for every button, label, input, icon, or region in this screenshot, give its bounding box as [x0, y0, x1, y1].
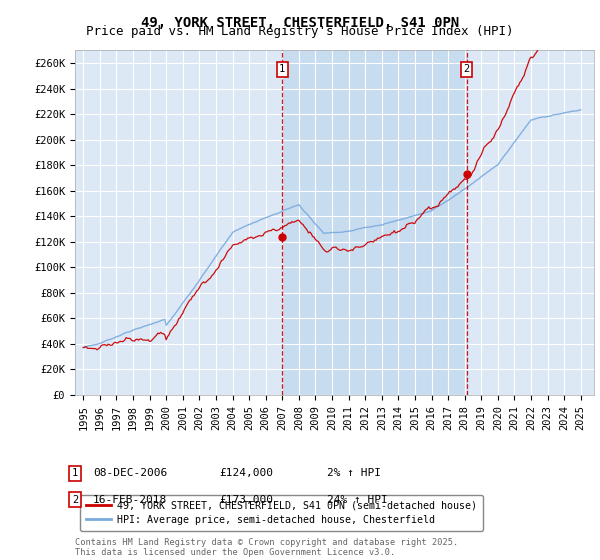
Legend: 49, YORK STREET, CHESTERFIELD, S41 0PN (semi-detached house), HPI: Average price: 49, YORK STREET, CHESTERFIELD, S41 0PN (… [80, 494, 483, 530]
Text: Price paid vs. HM Land Registry's House Price Index (HPI): Price paid vs. HM Land Registry's House … [86, 25, 514, 38]
Text: 2% ↑ HPI: 2% ↑ HPI [327, 468, 381, 478]
Text: Contains HM Land Registry data © Crown copyright and database right 2025.
This d: Contains HM Land Registry data © Crown c… [75, 538, 458, 557]
Text: 16-FEB-2018: 16-FEB-2018 [93, 494, 167, 505]
Text: 49, YORK STREET, CHESTERFIELD, S41 0PN: 49, YORK STREET, CHESTERFIELD, S41 0PN [141, 16, 459, 30]
Text: 08-DEC-2006: 08-DEC-2006 [93, 468, 167, 478]
Text: 2: 2 [72, 494, 78, 505]
Text: 1: 1 [72, 468, 78, 478]
Bar [282, 50, 467, 395]
Text: 2: 2 [464, 64, 470, 74]
Text: 1: 1 [279, 64, 286, 74]
Text: £124,000: £124,000 [219, 468, 273, 478]
Text: 24% ↑ HPI: 24% ↑ HPI [327, 494, 388, 505]
Text: £173,000: £173,000 [219, 494, 273, 505]
